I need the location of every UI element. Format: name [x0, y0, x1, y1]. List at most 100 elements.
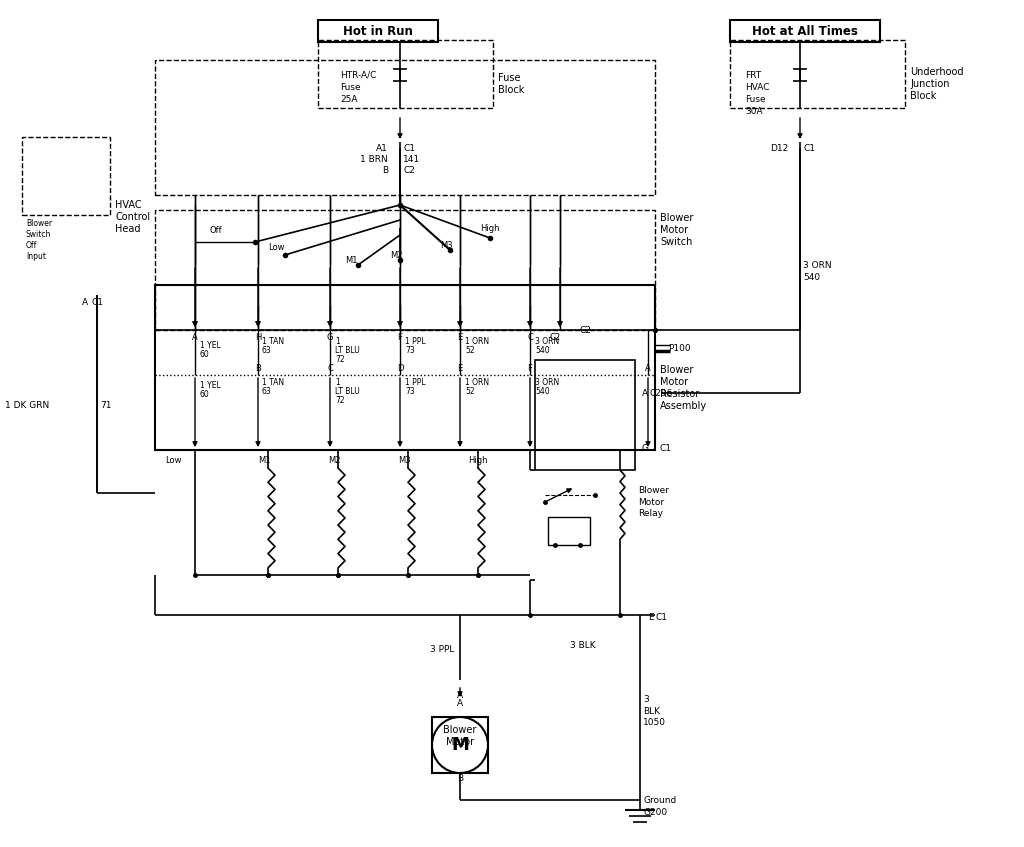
- Text: Blower: Blower: [443, 725, 477, 735]
- Text: 52: 52: [465, 346, 475, 355]
- Text: C2: C2: [580, 325, 592, 335]
- Text: Blower: Blower: [26, 219, 52, 228]
- Text: Resistor: Resistor: [660, 389, 699, 399]
- Text: C2: C2: [403, 165, 415, 174]
- Text: C1: C1: [660, 444, 672, 452]
- Text: 73: 73: [406, 386, 415, 396]
- Text: M2: M2: [390, 251, 402, 259]
- Text: F: F: [397, 333, 402, 341]
- Text: LT BLU: LT BLU: [335, 346, 359, 355]
- Text: C296: C296: [650, 389, 674, 397]
- Text: P100: P100: [668, 344, 690, 352]
- Text: Hot at All Times: Hot at All Times: [752, 25, 858, 37]
- Text: C: C: [527, 333, 532, 341]
- Text: HTR-A/C: HTR-A/C: [340, 70, 377, 80]
- Bar: [432, 717, 488, 773]
- Text: Switch: Switch: [26, 230, 51, 239]
- Text: Blower: Blower: [660, 213, 693, 223]
- Text: 60: 60: [200, 390, 210, 398]
- Text: 3 PPL: 3 PPL: [430, 645, 455, 655]
- Text: C2: C2: [550, 333, 560, 341]
- Text: Motor: Motor: [660, 225, 688, 235]
- Text: E: E: [458, 363, 463, 373]
- Text: C1: C1: [91, 297, 103, 307]
- Bar: [730, 20, 880, 42]
- Text: 1: 1: [335, 378, 340, 386]
- Text: C1: C1: [803, 143, 815, 152]
- Text: C1: C1: [656, 613, 668, 623]
- Text: 63: 63: [262, 386, 271, 396]
- Text: LT BLU: LT BLU: [335, 386, 359, 396]
- Bar: [155, 60, 655, 195]
- Text: M: M: [451, 736, 469, 754]
- Text: Relay: Relay: [638, 510, 663, 518]
- Text: Switch: Switch: [660, 237, 692, 247]
- Text: HVAC: HVAC: [115, 200, 141, 210]
- Text: 1 BRN: 1 BRN: [360, 154, 388, 163]
- Text: Motor: Motor: [445, 737, 474, 747]
- Text: M1: M1: [258, 456, 270, 464]
- Text: Blower: Blower: [638, 485, 669, 495]
- Text: 72: 72: [335, 355, 345, 363]
- Bar: [155, 210, 655, 330]
- Text: 1050: 1050: [643, 717, 666, 727]
- Text: B: B: [255, 363, 261, 373]
- Text: 25A: 25A: [340, 95, 357, 103]
- Text: A: A: [82, 297, 88, 307]
- Text: Head: Head: [115, 224, 140, 234]
- Text: E: E: [458, 333, 463, 341]
- Text: Motor: Motor: [660, 377, 688, 387]
- Text: 3 ORN: 3 ORN: [535, 336, 559, 346]
- Text: 1 TAN: 1 TAN: [262, 378, 284, 386]
- Text: 1 ORN: 1 ORN: [465, 336, 489, 346]
- Bar: [730, 40, 905, 108]
- Text: Control: Control: [115, 212, 151, 222]
- Text: D12: D12: [770, 143, 788, 152]
- Text: G: G: [327, 333, 333, 341]
- Text: 1: 1: [335, 336, 340, 346]
- Text: A: A: [457, 690, 463, 700]
- Text: 71: 71: [100, 401, 112, 409]
- Text: M2: M2: [328, 456, 341, 464]
- Text: B: B: [457, 773, 463, 783]
- Text: 1 PPL: 1 PPL: [406, 378, 426, 386]
- Text: Junction: Junction: [910, 79, 949, 89]
- Text: 540: 540: [803, 273, 820, 281]
- Text: 60: 60: [200, 350, 210, 358]
- Text: HVAC: HVAC: [745, 82, 769, 91]
- Text: Off: Off: [210, 225, 222, 235]
- Text: Low: Low: [268, 242, 285, 252]
- Text: Fuse: Fuse: [340, 82, 360, 91]
- Text: M3: M3: [398, 456, 411, 464]
- Text: A1: A1: [376, 143, 388, 152]
- Text: Ground: Ground: [643, 795, 676, 805]
- Text: 1 YEL: 1 YEL: [200, 380, 221, 390]
- Text: G: G: [641, 444, 648, 452]
- Text: 3: 3: [643, 695, 649, 705]
- Text: A: A: [645, 363, 651, 373]
- Text: High: High: [480, 224, 500, 232]
- Bar: [22, 137, 110, 215]
- Text: A: A: [642, 389, 648, 397]
- Text: BLK: BLK: [643, 706, 660, 716]
- Text: 52: 52: [465, 386, 475, 396]
- Text: Fuse: Fuse: [745, 95, 766, 103]
- Text: 1 DK GRN: 1 DK GRN: [5, 401, 49, 409]
- Text: A: A: [193, 333, 198, 341]
- Text: 1 YEL: 1 YEL: [200, 340, 221, 350]
- Text: A: A: [457, 699, 463, 707]
- Text: Off: Off: [26, 241, 37, 250]
- Text: 63: 63: [262, 346, 271, 355]
- Text: 1 TAN: 1 TAN: [262, 336, 284, 346]
- Text: Block: Block: [910, 91, 936, 101]
- Text: M3: M3: [440, 241, 453, 250]
- Text: Assembly: Assembly: [660, 401, 708, 411]
- Text: 141: 141: [403, 154, 420, 163]
- Text: Input: Input: [26, 252, 46, 261]
- Bar: [155, 285, 655, 450]
- Text: Fuse: Fuse: [498, 73, 520, 83]
- Text: H: H: [255, 333, 261, 341]
- Bar: [318, 40, 493, 108]
- Text: Motor: Motor: [638, 497, 665, 507]
- Text: Block: Block: [498, 85, 524, 95]
